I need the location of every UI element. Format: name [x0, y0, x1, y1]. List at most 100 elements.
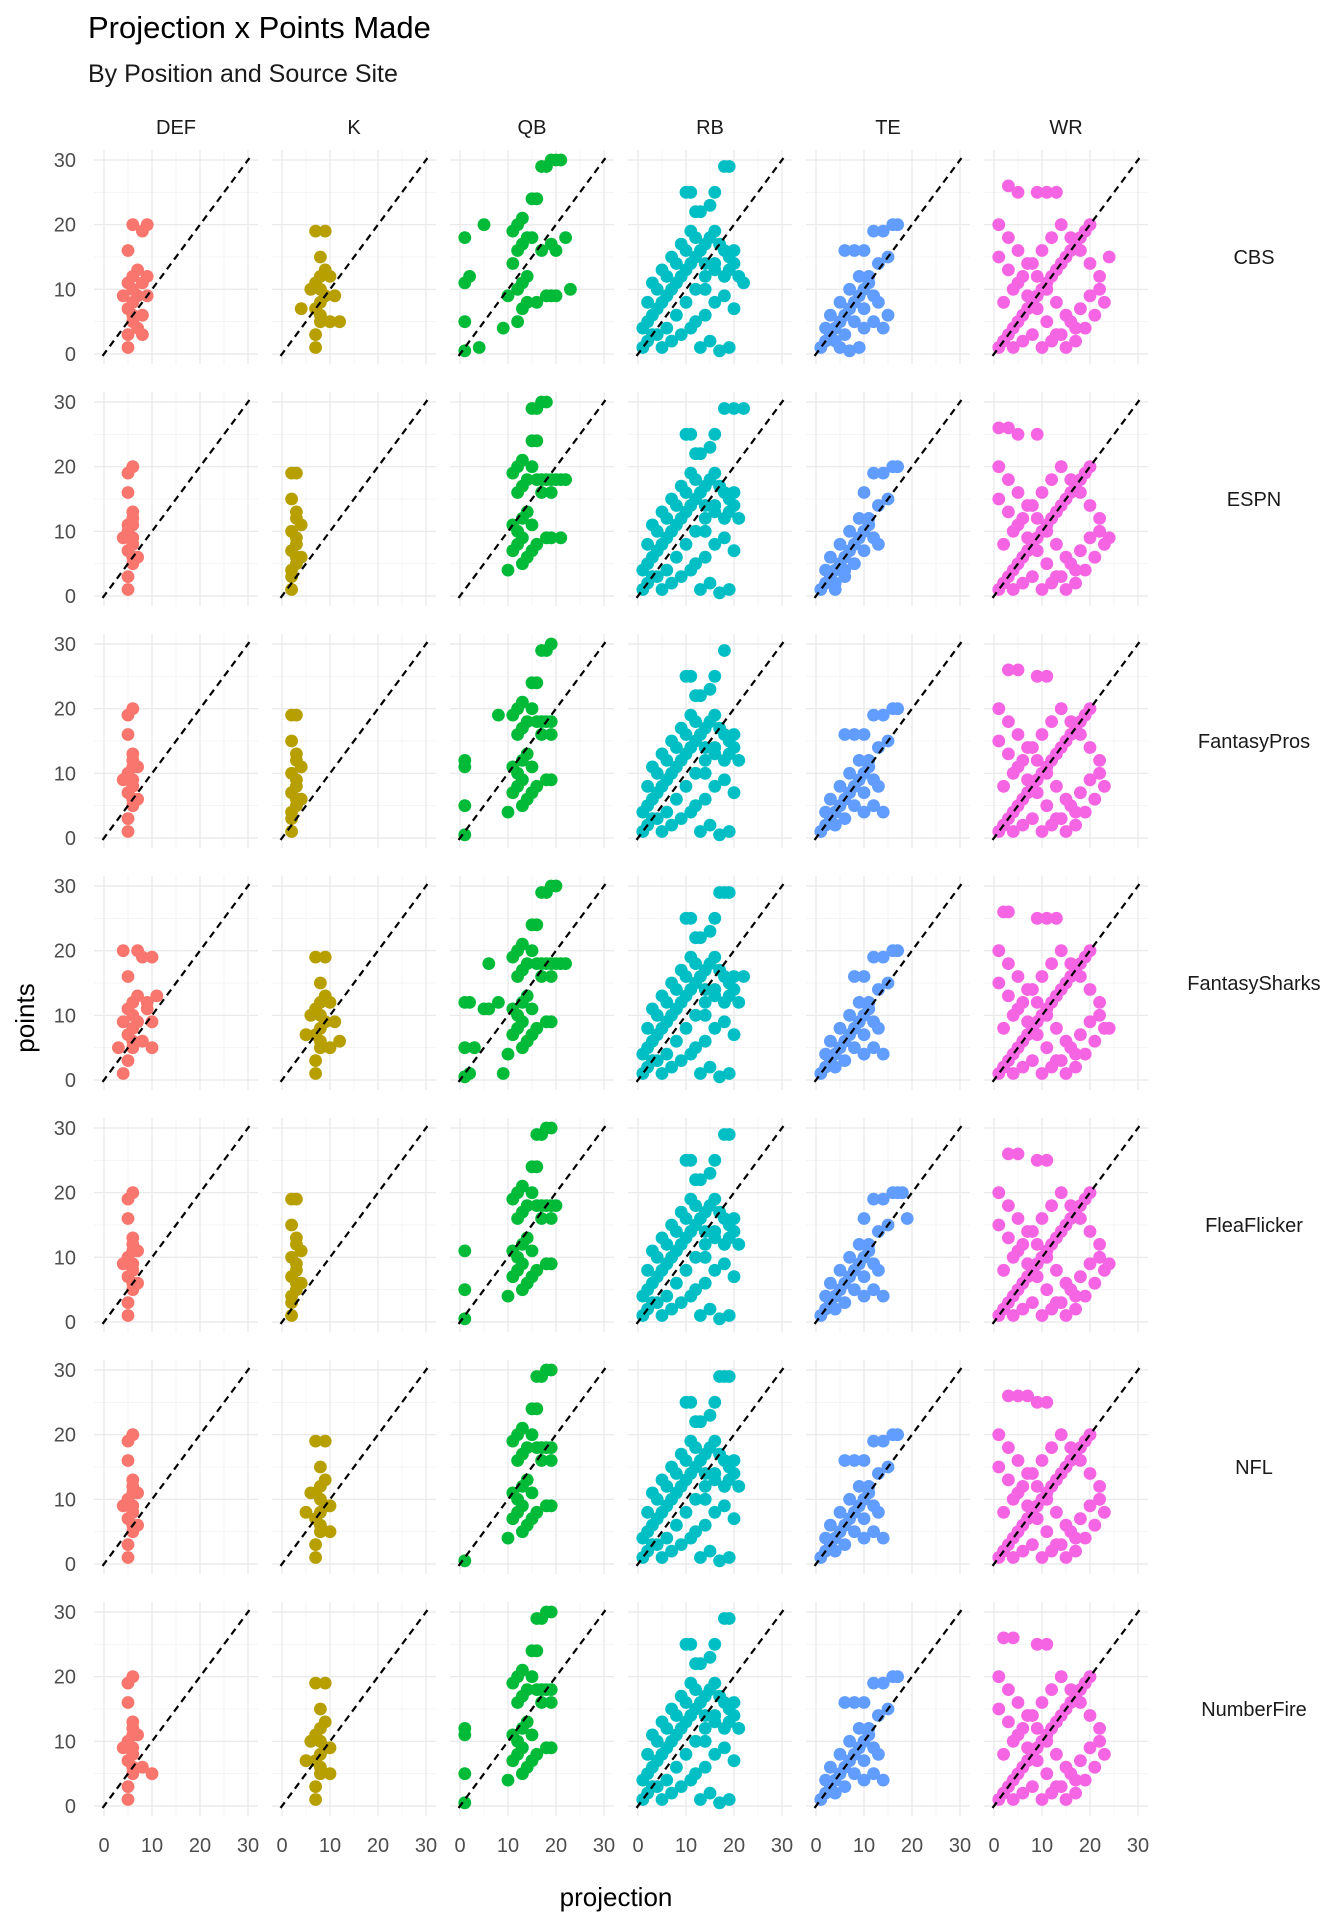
data-point-te [833, 779, 847, 793]
data-point-wr [1030, 1754, 1044, 1768]
data-point-rb [708, 1021, 722, 1035]
data-point-wr [1035, 583, 1049, 596]
data-point-wr [1083, 1709, 1097, 1722]
data-point-te [857, 1696, 871, 1709]
y-tick-label: 30 [54, 634, 76, 656]
data-point-def [121, 825, 135, 838]
data-point-rb [641, 779, 654, 793]
data-point-rb [650, 766, 664, 780]
data-point-te [867, 315, 880, 329]
data-point-rb [708, 185, 722, 199]
data-point-qb [501, 1531, 515, 1545]
data-point-rb [679, 1021, 693, 1035]
data-point-qb [520, 473, 534, 486]
data-point-rb [713, 1070, 726, 1084]
data-point-k [285, 1289, 298, 1303]
data-point-te [862, 1722, 876, 1735]
x-tick-label: 10 [675, 1835, 697, 1857]
data-point-wr [1006, 1793, 1020, 1806]
data-point-k [290, 1231, 303, 1245]
data-point-rb [727, 1512, 741, 1526]
data-point-qb [544, 773, 558, 787]
data-point-wr [997, 537, 1010, 551]
data-point-te [857, 1028, 871, 1042]
data-point-te [876, 1192, 890, 1206]
data-point-te [862, 754, 876, 767]
reference-line [101, 641, 251, 841]
x-tick-label: 20 [1079, 1835, 1101, 1857]
data-point-rb [698, 996, 712, 1009]
data-point-rb [698, 1238, 712, 1251]
data-point-rb [727, 402, 741, 415]
data-point-rb [698, 308, 712, 322]
data-point-def [126, 1715, 140, 1729]
data-point-wr [1030, 786, 1044, 800]
data-point-qb [492, 708, 505, 722]
data-point-te [872, 1747, 885, 1761]
data-point-rb [708, 224, 722, 238]
data-point-wr [1021, 1709, 1034, 1722]
data-point-wr [1035, 1454, 1049, 1467]
data-point-te [819, 1531, 832, 1545]
data-point-wr [1078, 1289, 1092, 1303]
data-point-te [819, 1289, 832, 1303]
data-point-rb [722, 160, 736, 173]
data-point-wr [1006, 1309, 1020, 1322]
data-point-rb [655, 825, 669, 838]
data-point-rb [689, 689, 702, 703]
data-point-te [824, 1760, 837, 1774]
x-tick-label: 10 [319, 1835, 341, 1857]
data-point-wr [1006, 1067, 1020, 1080]
data-point-te [872, 1505, 885, 1519]
data-point-rb [713, 344, 726, 358]
data-point-rb [713, 1554, 726, 1568]
data-point-wr [1093, 270, 1106, 283]
data-point-wr [1002, 989, 1015, 1003]
data-point-qb [525, 231, 539, 245]
data-point-k [323, 1525, 337, 1539]
data-point-rb [655, 1309, 669, 1322]
data-point-qb [520, 1683, 534, 1696]
data-point-qb [516, 557, 529, 571]
data-point-te [833, 537, 847, 551]
data-point-wr [1030, 1512, 1044, 1526]
data-point-te [862, 270, 876, 283]
reference-line [991, 1367, 1141, 1567]
data-point-te [824, 1518, 837, 1532]
data-point-rb [684, 1395, 698, 1409]
data-point-def [136, 1760, 149, 1774]
data-point-qb [530, 434, 544, 448]
data-point-wr [1064, 1441, 1078, 1454]
reference-line [279, 1367, 429, 1567]
data-point-wr [992, 1428, 1006, 1442]
data-point-rb [708, 427, 722, 441]
data-point-rb [689, 1250, 702, 1264]
reference-line [813, 1609, 963, 1809]
data-point-rb [708, 669, 722, 683]
data-point-te [833, 1021, 847, 1035]
data-point-te [833, 295, 847, 309]
reference-line [813, 399, 963, 599]
reference-line [991, 641, 1141, 841]
reference-line [635, 1609, 785, 1809]
data-point-wr [1050, 1747, 1063, 1761]
y-tick-label: 0 [65, 1312, 76, 1334]
data-point-wr [1045, 1199, 1058, 1212]
data-point-te [848, 1525, 861, 1539]
data-point-qb [511, 315, 524, 329]
data-point-wr [1098, 537, 1111, 551]
data-point-def [116, 1067, 130, 1080]
data-point-wr [1064, 1041, 1078, 1055]
data-point-k [290, 747, 303, 761]
x-tick-label: 30 [1127, 1835, 1149, 1857]
reference-line [635, 399, 785, 599]
data-point-rb [650, 1250, 664, 1264]
data-point-te [862, 1480, 876, 1493]
data-point-def [126, 518, 140, 532]
data-point-wr [1069, 334, 1082, 348]
data-point-wr [1002, 1231, 1015, 1245]
data-point-wr [997, 1263, 1010, 1277]
data-point-te [857, 244, 871, 257]
data-point-wr [1088, 792, 1102, 806]
data-point-te [891, 218, 904, 232]
